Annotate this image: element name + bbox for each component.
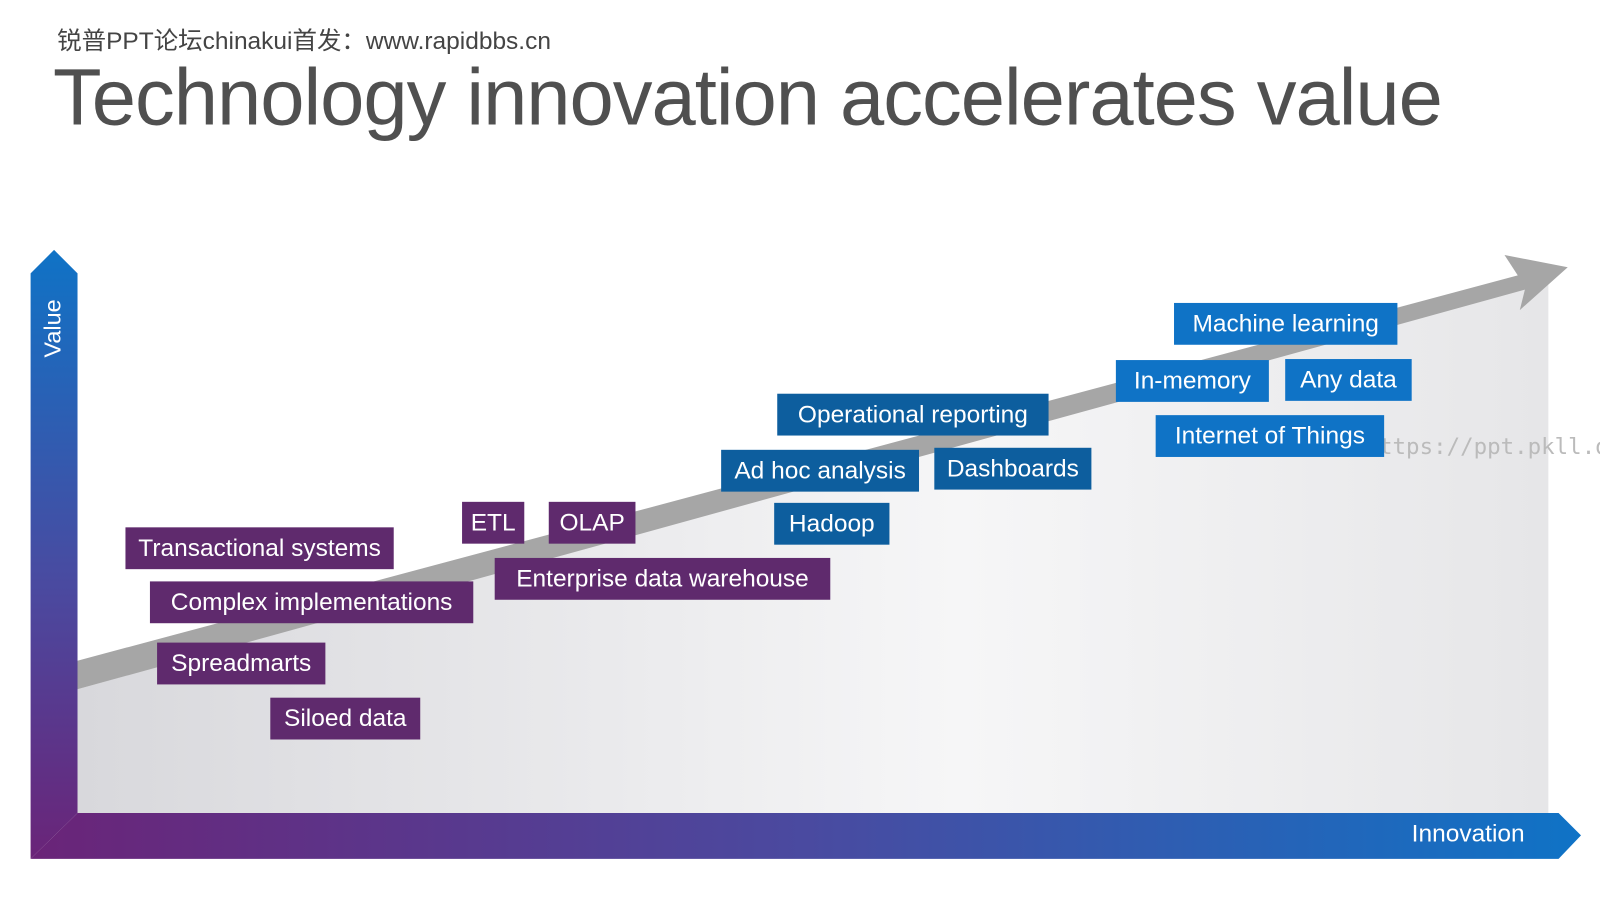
node: Complex implementations xyxy=(149,581,474,624)
node: Transactional systems xyxy=(125,527,394,570)
node: OLAP xyxy=(548,501,636,544)
node: Dashboards xyxy=(934,447,1092,490)
node: Enterprise data warehouse xyxy=(494,557,831,600)
slide-title: Technology innovation accelerates value xyxy=(53,52,1443,142)
node: Hadoop xyxy=(774,502,890,545)
y-axis-label: Value xyxy=(39,299,66,358)
watermark: 锐普PPT论坛chinakui首发：www.rapidbbs.cn xyxy=(57,27,551,56)
x-axis-label: Innovation xyxy=(1411,820,1525,848)
url-watermark: ttps://ppt.pkll.de xyxy=(1379,434,1600,461)
x-axis-arrow xyxy=(30,812,1582,859)
node: Internet of Things xyxy=(1155,415,1385,457)
node: ETL xyxy=(462,501,525,544)
node: Siloed data xyxy=(270,697,421,740)
node: Spreadmarts xyxy=(157,642,326,685)
node: Operational reporting xyxy=(777,393,1049,436)
y-axis-arrow xyxy=(30,249,78,859)
node: Ad hoc analysis xyxy=(721,449,920,492)
node: Any data xyxy=(1285,359,1412,401)
node: In-memory xyxy=(1115,360,1269,402)
node: Machine learning xyxy=(1174,302,1398,345)
